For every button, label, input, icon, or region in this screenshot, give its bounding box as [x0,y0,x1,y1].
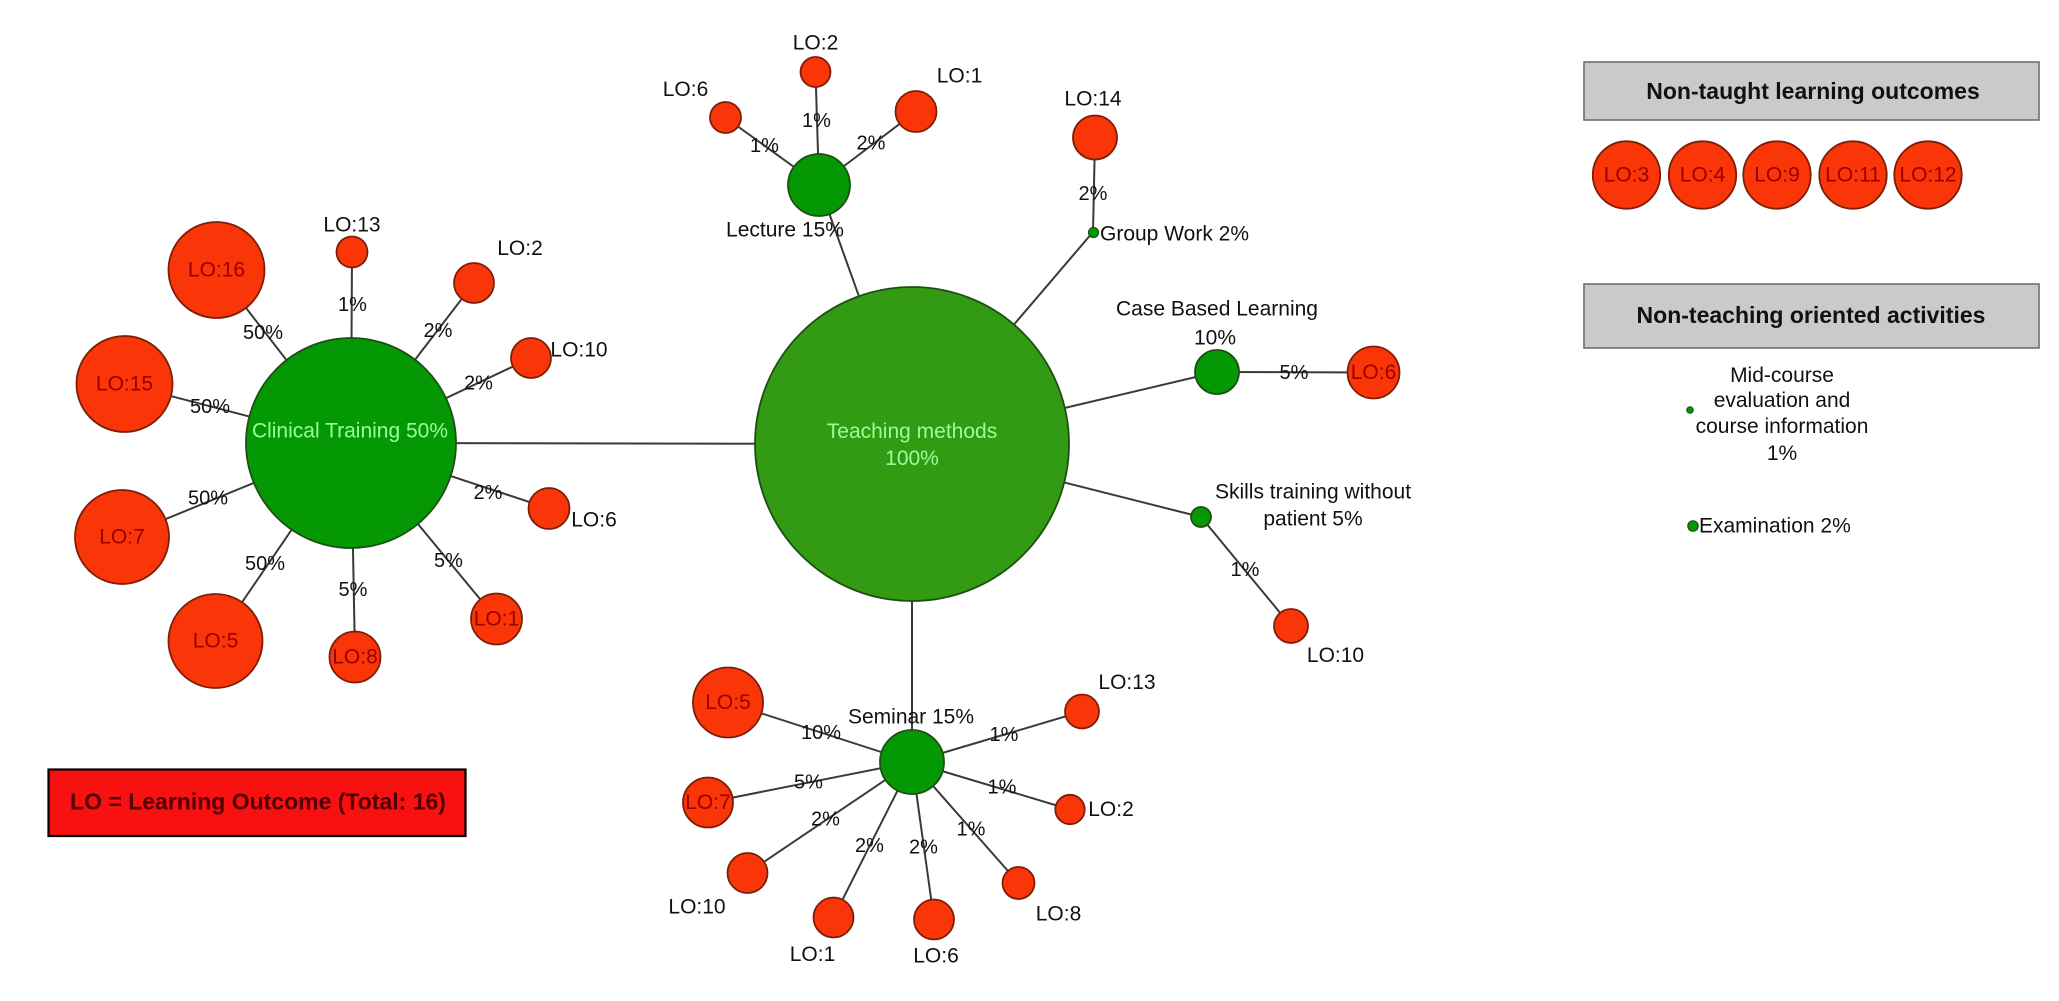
svg-text:5%: 5% [794,772,823,794]
svg-text:1%: 1% [338,294,367,316]
svg-text:50%: 50% [245,553,285,575]
svg-text:LO:3: LO:3 [1604,164,1650,187]
svg-text:50%: 50% [190,396,230,418]
svg-text:1%: 1% [1767,442,1797,465]
svg-text:50%: 50% [243,322,283,344]
svg-text:2%: 2% [1079,183,1108,205]
svg-text:LO:10: LO:10 [668,896,725,919]
svg-text:5%: 5% [1280,362,1309,384]
svg-text:LO:13: LO:13 [323,214,380,237]
svg-text:LO:5: LO:5 [193,630,239,653]
svg-text:Clinical Training 50%: Clinical Training 50% [252,420,448,443]
svg-text:LO:16: LO:16 [188,259,245,282]
svg-text:course information: course information [1696,415,1869,438]
svg-text:Teaching methods: Teaching methods [827,420,997,443]
svg-text:LO:14: LO:14 [1064,88,1122,111]
svg-text:LO:5: LO:5 [705,691,751,714]
svg-text:LO:6: LO:6 [913,945,959,968]
svg-text:LO:2: LO:2 [1088,798,1134,821]
svg-text:1%: 1% [802,110,831,132]
svg-text:Seminar 15%: Seminar 15% [848,706,974,729]
svg-text:LO:8: LO:8 [332,646,378,669]
svg-text:Mid-course: Mid-course [1730,364,1834,387]
svg-text:2%: 2% [855,835,884,857]
svg-text:LO = Learning Outcome (Total:: LO = Learning Outcome (Total: 16) [70,789,446,815]
svg-text:LO:7: LO:7 [99,526,145,549]
svg-text:LO:11: LO:11 [1825,164,1881,187]
svg-text:LO:2: LO:2 [497,237,543,260]
svg-text:2%: 2% [474,482,503,504]
svg-text:LO:6: LO:6 [1351,361,1397,384]
svg-text:LO:15: LO:15 [96,373,153,396]
svg-text:patient 5%: patient 5% [1263,508,1362,531]
svg-text:LO:10: LO:10 [1307,644,1364,667]
svg-text:50%: 50% [188,488,228,510]
svg-text:Lecture 15%: Lecture 15% [726,219,844,242]
svg-text:2%: 2% [909,837,938,859]
svg-text:LO:13: LO:13 [1098,671,1155,694]
svg-text:LO:10: LO:10 [550,339,607,362]
svg-text:LO:1: LO:1 [474,608,520,631]
svg-text:1%: 1% [750,135,779,157]
svg-text:10%: 10% [801,722,841,744]
svg-text:2%: 2% [811,809,840,831]
svg-text:1%: 1% [957,819,986,841]
svg-text:10%: 10% [1194,327,1236,350]
svg-text:evaluation and: evaluation and [1714,389,1851,412]
svg-text:Non-taught learning outcomes: Non-taught learning outcomes [1646,78,1980,104]
svg-text:1%: 1% [1231,559,1260,581]
svg-text:Group Work 2%: Group Work 2% [1100,223,1249,246]
svg-text:Skills training without: Skills training without [1215,481,1411,504]
svg-text:LO:4: LO:4 [1680,164,1726,187]
svg-text:LO:7: LO:7 [685,791,731,814]
svg-text:Examination 2%: Examination 2% [1699,515,1851,538]
svg-text:Non-teaching oriented activiti: Non-teaching oriented activities [1637,302,1986,328]
svg-text:LO:2: LO:2 [793,32,839,55]
svg-text:1%: 1% [988,777,1017,799]
svg-text:LO:9: LO:9 [1754,164,1800,187]
svg-text:Case Based Learning: Case Based Learning [1116,298,1318,321]
svg-text:LO:12: LO:12 [1899,164,1956,187]
svg-text:1%: 1% [990,724,1019,746]
svg-text:LO:6: LO:6 [571,509,617,532]
svg-text:2%: 2% [857,133,886,155]
svg-text:5%: 5% [339,579,368,601]
svg-text:2%: 2% [424,320,453,342]
svg-text:LO:1: LO:1 [937,65,983,88]
svg-text:LO:6: LO:6 [663,78,709,101]
svg-text:100%: 100% [885,447,939,470]
svg-text:5%: 5% [434,550,463,572]
svg-text:LO:1: LO:1 [790,943,836,966]
svg-text:2%: 2% [464,373,493,395]
svg-text:LO:8: LO:8 [1036,903,1082,926]
